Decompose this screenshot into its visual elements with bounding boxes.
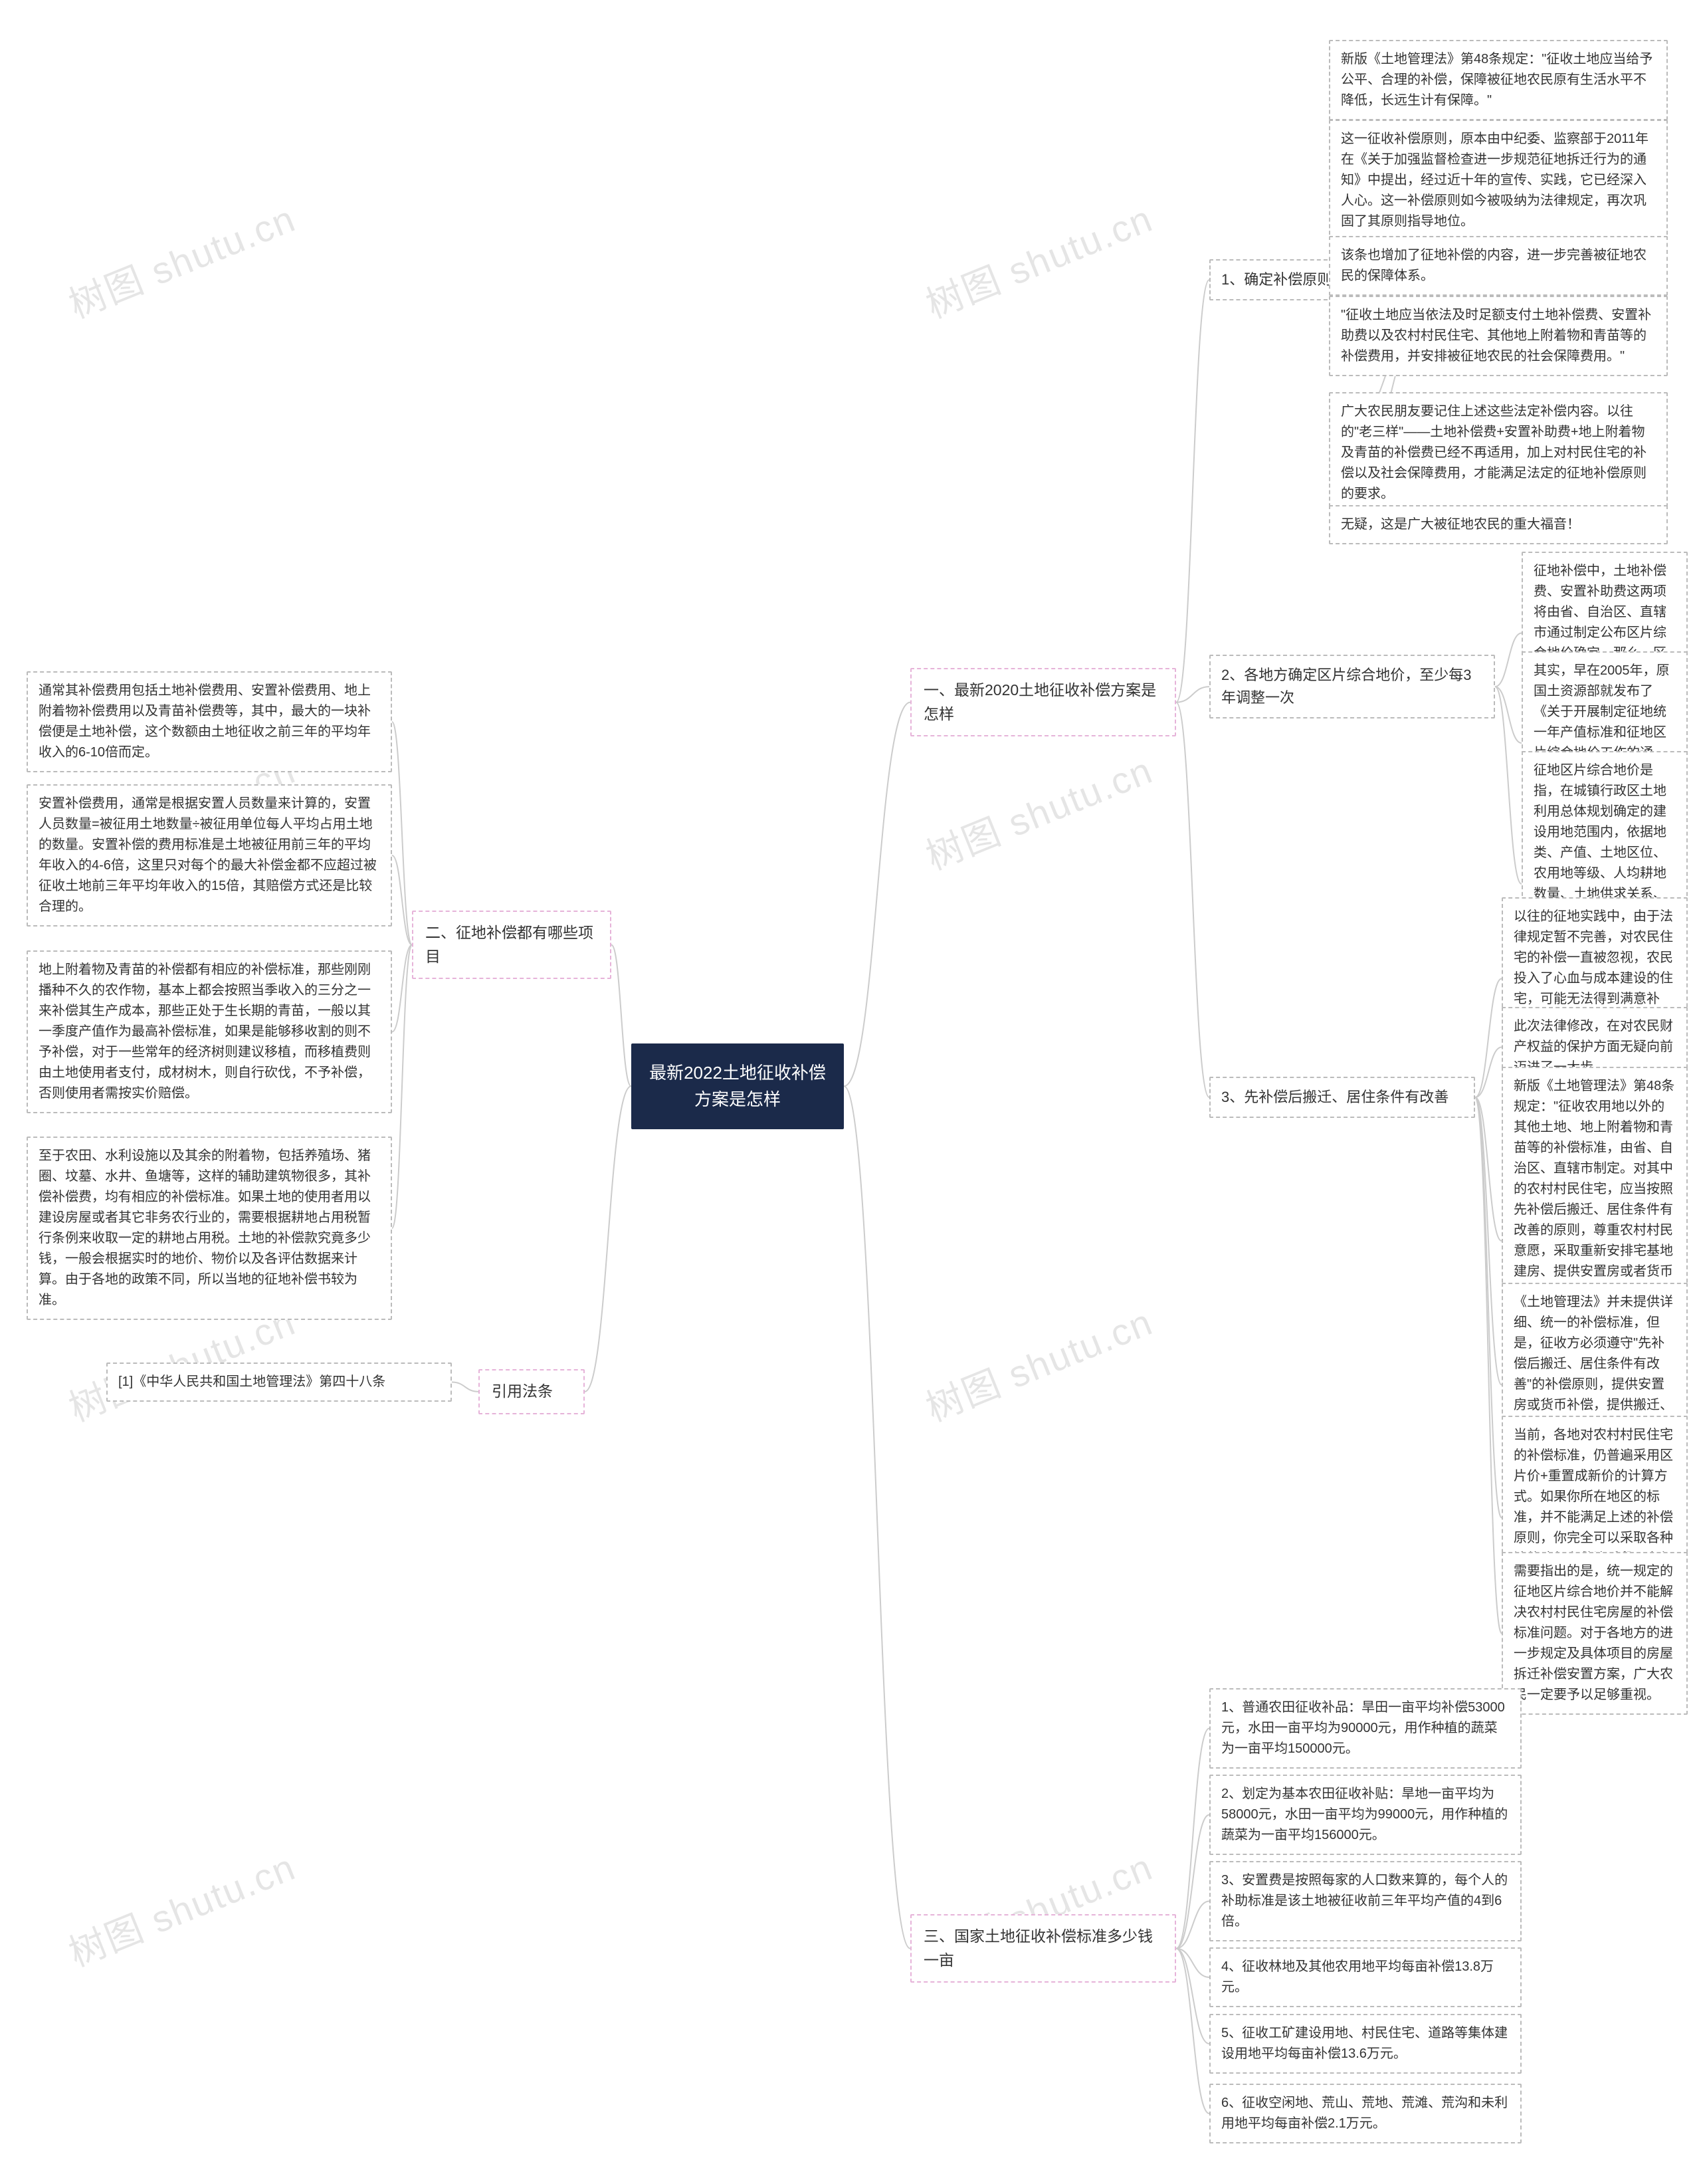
watermark: 树图 shutu.cn xyxy=(917,189,1159,329)
leaf-b1s1l2: 这一征收补偿原则，原本由中纪委、监察部于2011年在《关于加强监督检查进一步规范… xyxy=(1329,120,1668,241)
watermark: 树图 shutu.cn xyxy=(60,189,302,329)
leaf-b2l4: 至于农田、水利设施以及其余的附着物，包括养殖场、猪圈、坟墓、水井、鱼塘等，这样的… xyxy=(27,1137,392,1320)
leaf-b1s1l5: 广大农民朋友要记住上述这些法定补偿内容。以往的"老三样"——土地补偿费+安置补助… xyxy=(1329,392,1668,514)
leaf-b4l1: [1]《中华人民共和国土地管理法》第四十八条 xyxy=(106,1363,452,1402)
branch-b4: 引用法条 xyxy=(478,1369,585,1414)
leaf-b2l1: 通常其补偿费用包括土地补偿费用、安置补偿费用、地上附着物补偿费用以及青苗补偿费等… xyxy=(27,671,392,772)
leaf-b3l6: 6、征收空闲地、荒山、荒地、荒滩、荒沟和未利用地平均每亩补偿2.1万元。 xyxy=(1209,2084,1522,2143)
leaf-b1s1l4: "征收土地应当依法及时足额支付土地补偿费、安置补助费以及农村村民住宅、其他地上附… xyxy=(1329,296,1668,376)
subnode-b1s3: 3、先补偿后搬迁、居住条件有改善 xyxy=(1209,1077,1475,1118)
watermark: 树图 shutu.cn xyxy=(60,1838,302,1977)
subnode-b1s2: 2、各地方确定区片综合地价，至少每3年调整一次 xyxy=(1209,655,1495,718)
leaf-b2l2: 安置补偿费用，通常是根据安置人员数量来计算的，安置人员数量=被征用土地数量÷被征… xyxy=(27,784,392,927)
watermark: 树图 shutu.cn xyxy=(917,1293,1159,1432)
leaf-b1s1l6: 无疑，这是广大被征地农民的重大福音！ xyxy=(1329,505,1668,544)
leaf-b1s3l6: 需要指出的是，统一规定的征地区片综合地价并不能解决农村村民住宅房屋的补偿标准问题… xyxy=(1502,1552,1688,1715)
leaf-b1s1l3: 该条也增加了征地补偿的内容，进一步完善被征地农民的保障体系。 xyxy=(1329,236,1668,296)
watermark: 树图 shutu.cn xyxy=(917,741,1159,881)
leaf-b2l3: 地上附着物及青苗的补偿都有相应的补偿标准，那些刚刚播种不久的农作物，基本上都会按… xyxy=(27,950,392,1113)
branch-b3: 三、国家土地征收补偿标准多少钱一亩 xyxy=(910,1914,1176,1983)
leaf-b3l2: 2、划定为基本农田征收补贴：旱地一亩平均为58000元，水田一亩平均为99000… xyxy=(1209,1775,1522,1855)
leaf-b3l1: 1、普通农田征收补品：旱田一亩平均补偿53000元，水田一亩平均为90000元，… xyxy=(1209,1688,1522,1769)
leaf-b3l3: 3、安置费是按照每家的人口数来算的，每个人的补助标准是该土地被征收前三年平均产值… xyxy=(1209,1861,1522,1941)
leaf-b3l5: 5、征收工矿建设用地、村民住宅、道路等集体建设用地平均每亩补偿13.6万元。 xyxy=(1209,2014,1522,2074)
leaf-b1s1l1: 新版《土地管理法》第48条规定："征收土地应当给予公平、合理的补偿，保障被征地农… xyxy=(1329,40,1668,120)
branch-b1: 一、最新2020土地征收补偿方案是怎样 xyxy=(910,668,1176,736)
leaf-b3l4: 4、征收林地及其他农用地平均每亩补偿13.8万元。 xyxy=(1209,1947,1522,2007)
root-node: 最新2022土地征收补偿方案是怎样 xyxy=(631,1043,844,1129)
branch-b2: 二、征地补偿都有哪些项目 xyxy=(412,911,611,979)
